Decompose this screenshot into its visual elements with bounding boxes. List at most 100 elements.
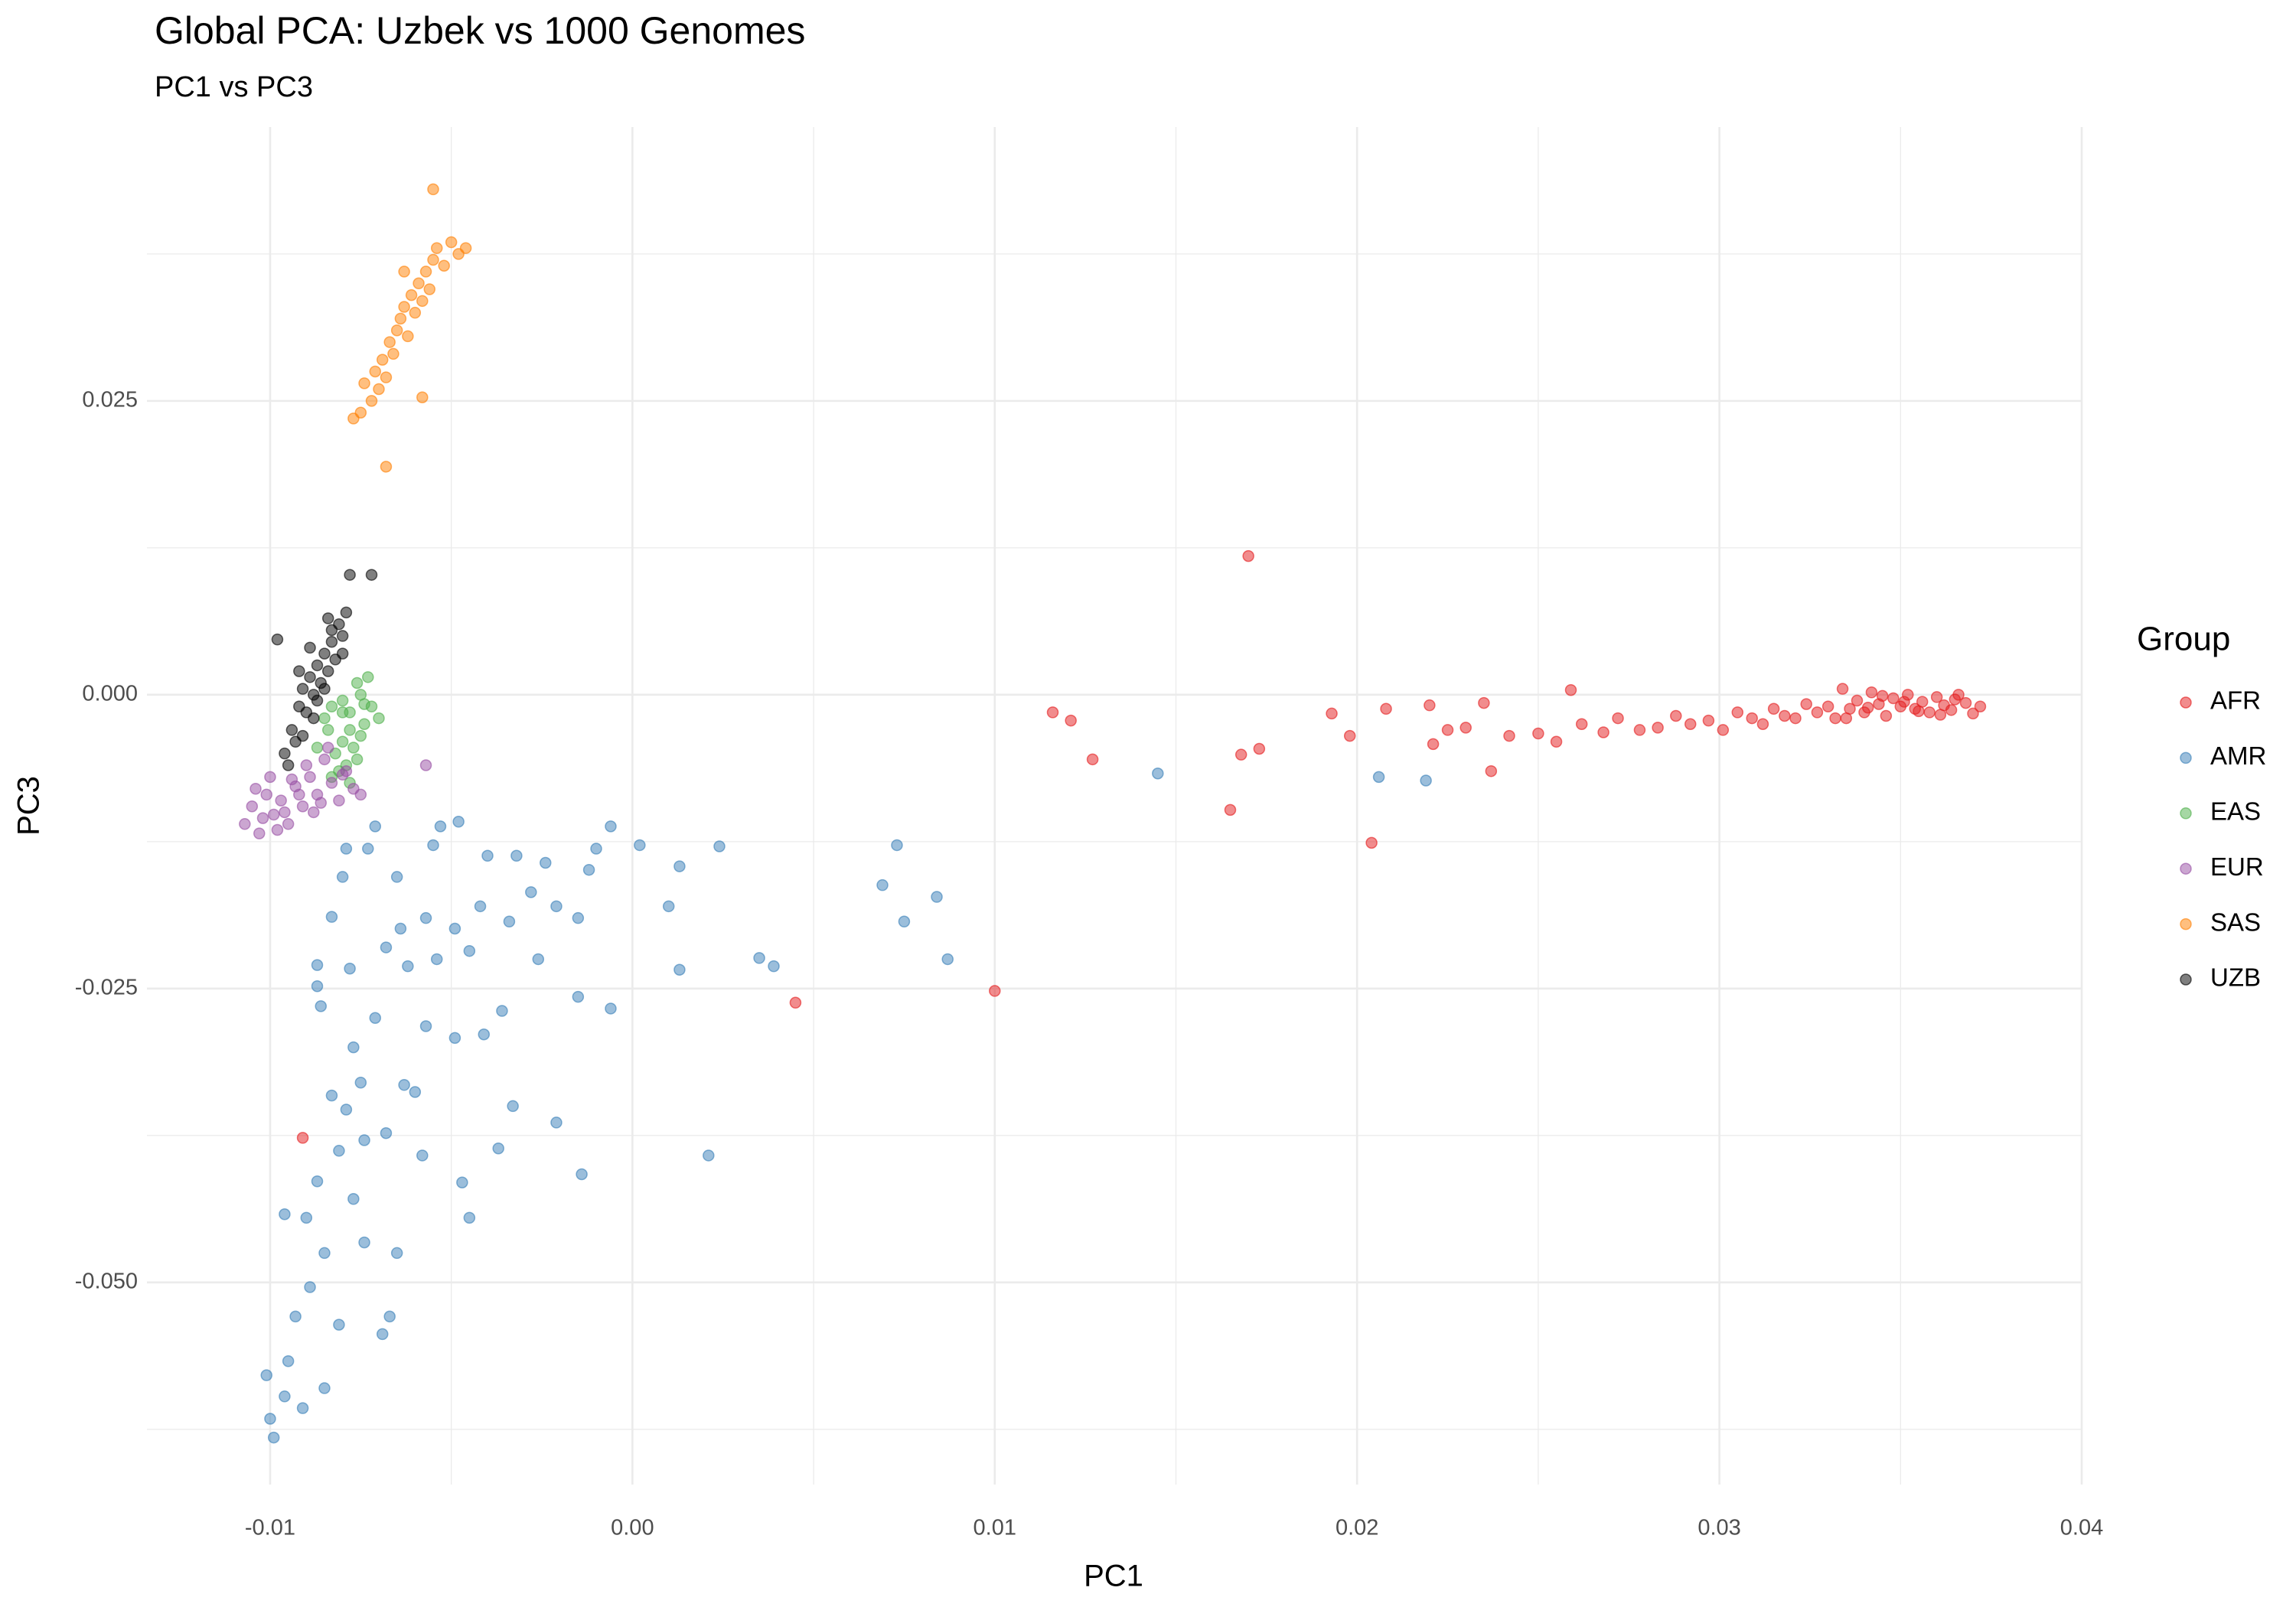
point — [419, 759, 432, 771]
legend-marker — [2180, 918, 2192, 931]
point — [456, 1176, 468, 1189]
point — [300, 759, 313, 771]
point — [1427, 738, 1440, 751]
x-tick-label: 0.02 — [1336, 1516, 1378, 1540]
point — [1851, 694, 1864, 707]
point — [358, 718, 370, 731]
point — [279, 806, 291, 819]
point — [394, 922, 407, 935]
point — [344, 569, 356, 581]
legend-label: EAS — [2210, 797, 2261, 826]
point — [582, 863, 595, 876]
point — [304, 641, 316, 654]
point — [753, 952, 765, 964]
point — [296, 800, 309, 813]
point — [267, 1431, 280, 1444]
point — [434, 820, 447, 833]
legend-marker — [2180, 862, 2192, 875]
point — [267, 808, 280, 821]
point — [576, 1168, 588, 1181]
point — [1836, 683, 1849, 695]
y-tick-label: 0.000 — [82, 682, 138, 706]
point — [304, 1281, 316, 1293]
point — [1887, 692, 1900, 705]
point — [358, 1236, 370, 1249]
point — [318, 1382, 331, 1394]
point — [1086, 753, 1099, 766]
point — [427, 253, 439, 266]
point — [510, 849, 523, 862]
point — [253, 827, 266, 839]
point — [325, 1089, 338, 1102]
point — [419, 911, 432, 924]
point — [419, 1020, 432, 1032]
point — [1343, 729, 1356, 742]
point — [260, 1369, 272, 1381]
point — [1840, 712, 1853, 725]
point — [1670, 709, 1682, 722]
point — [279, 1208, 291, 1221]
point — [605, 820, 617, 833]
point — [409, 1086, 422, 1098]
point — [402, 330, 414, 343]
legend-label: SAS — [2210, 908, 2261, 936]
point — [369, 820, 381, 833]
legend-title: Group — [2137, 621, 2230, 658]
point — [296, 1402, 309, 1414]
point — [249, 782, 262, 795]
point — [380, 371, 393, 383]
point — [256, 812, 269, 824]
point — [1503, 729, 1515, 742]
point — [347, 1041, 360, 1054]
point — [1485, 764, 1498, 777]
legend-marker — [2180, 696, 2192, 709]
point — [1779, 709, 1791, 722]
point — [336, 706, 349, 719]
point — [507, 1100, 519, 1113]
point — [304, 771, 316, 784]
point — [279, 747, 291, 760]
point — [325, 700, 338, 712]
point — [941, 953, 954, 966]
point — [438, 259, 450, 272]
legend-label: EUR — [2210, 852, 2264, 881]
point — [308, 806, 320, 819]
point — [1046, 706, 1059, 719]
point — [1633, 724, 1646, 736]
point — [365, 395, 378, 407]
legend-label: UZB — [2210, 963, 2261, 992]
point — [1949, 693, 1962, 706]
point — [376, 354, 389, 366]
point — [344, 962, 356, 975]
point — [445, 236, 458, 249]
point — [1380, 702, 1392, 715]
point — [380, 1127, 393, 1139]
point — [354, 1076, 367, 1089]
point — [550, 1116, 563, 1129]
point — [311, 980, 324, 993]
point — [351, 753, 364, 766]
point — [315, 1000, 327, 1012]
point — [1365, 836, 1378, 849]
point — [336, 647, 349, 660]
point — [340, 606, 353, 619]
point — [358, 377, 370, 390]
point — [1811, 706, 1824, 719]
point — [539, 856, 552, 869]
point — [605, 1002, 617, 1015]
point — [1934, 709, 1947, 721]
point — [351, 676, 364, 689]
point — [448, 922, 461, 935]
point — [768, 960, 780, 973]
point — [402, 960, 414, 973]
y-axis-title: PC3 — [12, 776, 46, 836]
point — [463, 1211, 476, 1224]
point — [282, 818, 295, 830]
point — [419, 266, 432, 278]
point — [898, 915, 911, 928]
y-tick-label: -0.050 — [75, 1269, 138, 1293]
point — [1242, 549, 1254, 562]
point — [1326, 707, 1338, 720]
point — [383, 336, 396, 348]
